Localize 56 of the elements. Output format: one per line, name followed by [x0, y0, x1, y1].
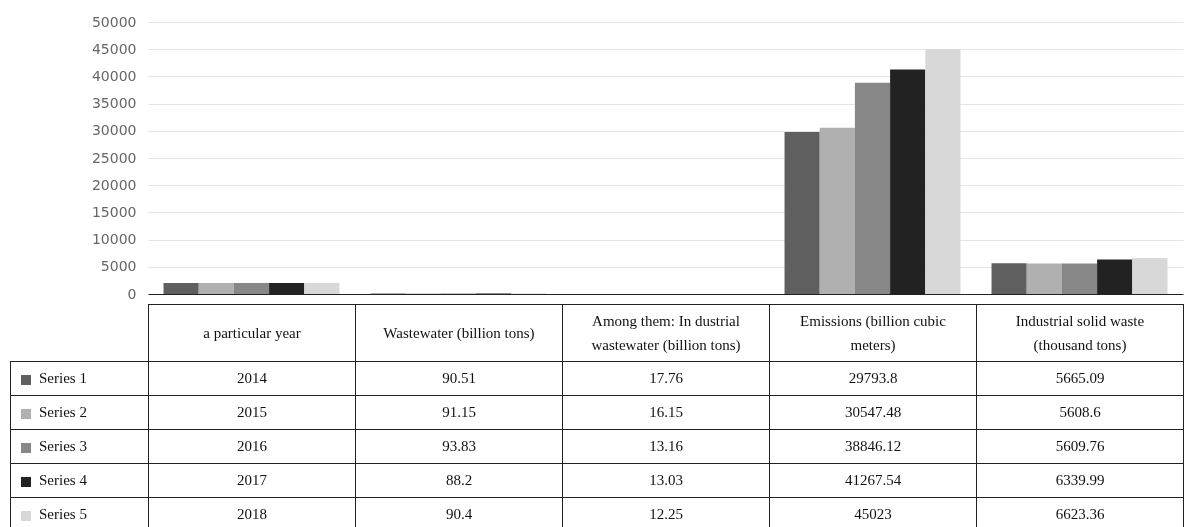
y-tick-label: 25000 [91, 149, 137, 166]
bar [233, 283, 270, 294]
data-label: 2018 [148, 497, 356, 527]
data-label: 30547.48 [769, 395, 977, 430]
data-label: 2015 [148, 395, 356, 430]
y-tick-label: 50000 [91, 13, 137, 30]
data-label: 2016 [148, 429, 356, 464]
x-tick-label: Emissions (billion cubic meters) [769, 304, 977, 362]
bar [304, 283, 340, 294]
bar [163, 283, 199, 294]
legend-label: Series 2 [10, 395, 149, 430]
data-label: 6623.36 [976, 497, 1184, 527]
data-label: 16.15 [562, 395, 770, 430]
data-label: 90.51 [355, 361, 563, 396]
y-tick-label: 20000 [91, 176, 137, 193]
data-label: 91.15 [355, 395, 563, 430]
x-tick-label: Industrial solid waste (thousand tons) [976, 304, 1184, 362]
y-tick-label: 45000 [91, 40, 137, 57]
data-label: 17.76 [562, 361, 770, 396]
y-tick-label: 5000 [100, 258, 137, 275]
data-label: 29793.8 [769, 361, 977, 396]
x-tick-label: Wastewater (billion tons) [355, 304, 563, 362]
data-label: 41267.54 [769, 463, 977, 498]
bar [854, 82, 891, 294]
x-tick-label: a particular year [148, 304, 356, 362]
x-tick-label: Among them: In dustrial wastewater (billion tons) [562, 304, 770, 362]
bar [819, 127, 855, 294]
bar [198, 283, 234, 294]
legend-label: Series 4 [10, 463, 149, 498]
data-label: 13.03 [562, 463, 770, 498]
data-label: 12.25 [562, 497, 770, 527]
data-label: 6339.99 [976, 463, 1184, 498]
data-label: 13.16 [562, 429, 770, 464]
data-label: 93.83 [355, 429, 563, 464]
y-tick-label: 10000 [91, 231, 137, 248]
data-label: 45023 [769, 497, 977, 527]
data-label: 2014 [148, 361, 356, 396]
legend-label: Series 5 [10, 497, 149, 527]
data-label: 38846.12 [769, 429, 977, 464]
data-label: 5608.6 [976, 395, 1184, 430]
y-tick-label: 35000 [91, 95, 137, 112]
data-label: 5665.09 [976, 361, 1184, 396]
y-tick-label: 30000 [91, 122, 137, 139]
bar [991, 263, 1027, 294]
bar [1061, 263, 1098, 294]
y-tick-label: 15000 [91, 203, 137, 220]
y-tick-label: 0 [127, 285, 137, 302]
data-label: 2017 [148, 463, 356, 498]
data-label: 88.2 [355, 463, 563, 498]
data-label: 5609.76 [976, 429, 1184, 464]
bar [1026, 263, 1062, 294]
data-label: 90.4 [355, 497, 563, 527]
bar [784, 131, 820, 294]
y-tick-label: 40000 [91, 67, 137, 84]
legend-label: Series 1 [10, 361, 149, 396]
legend-label: Series 3 [10, 429, 149, 464]
